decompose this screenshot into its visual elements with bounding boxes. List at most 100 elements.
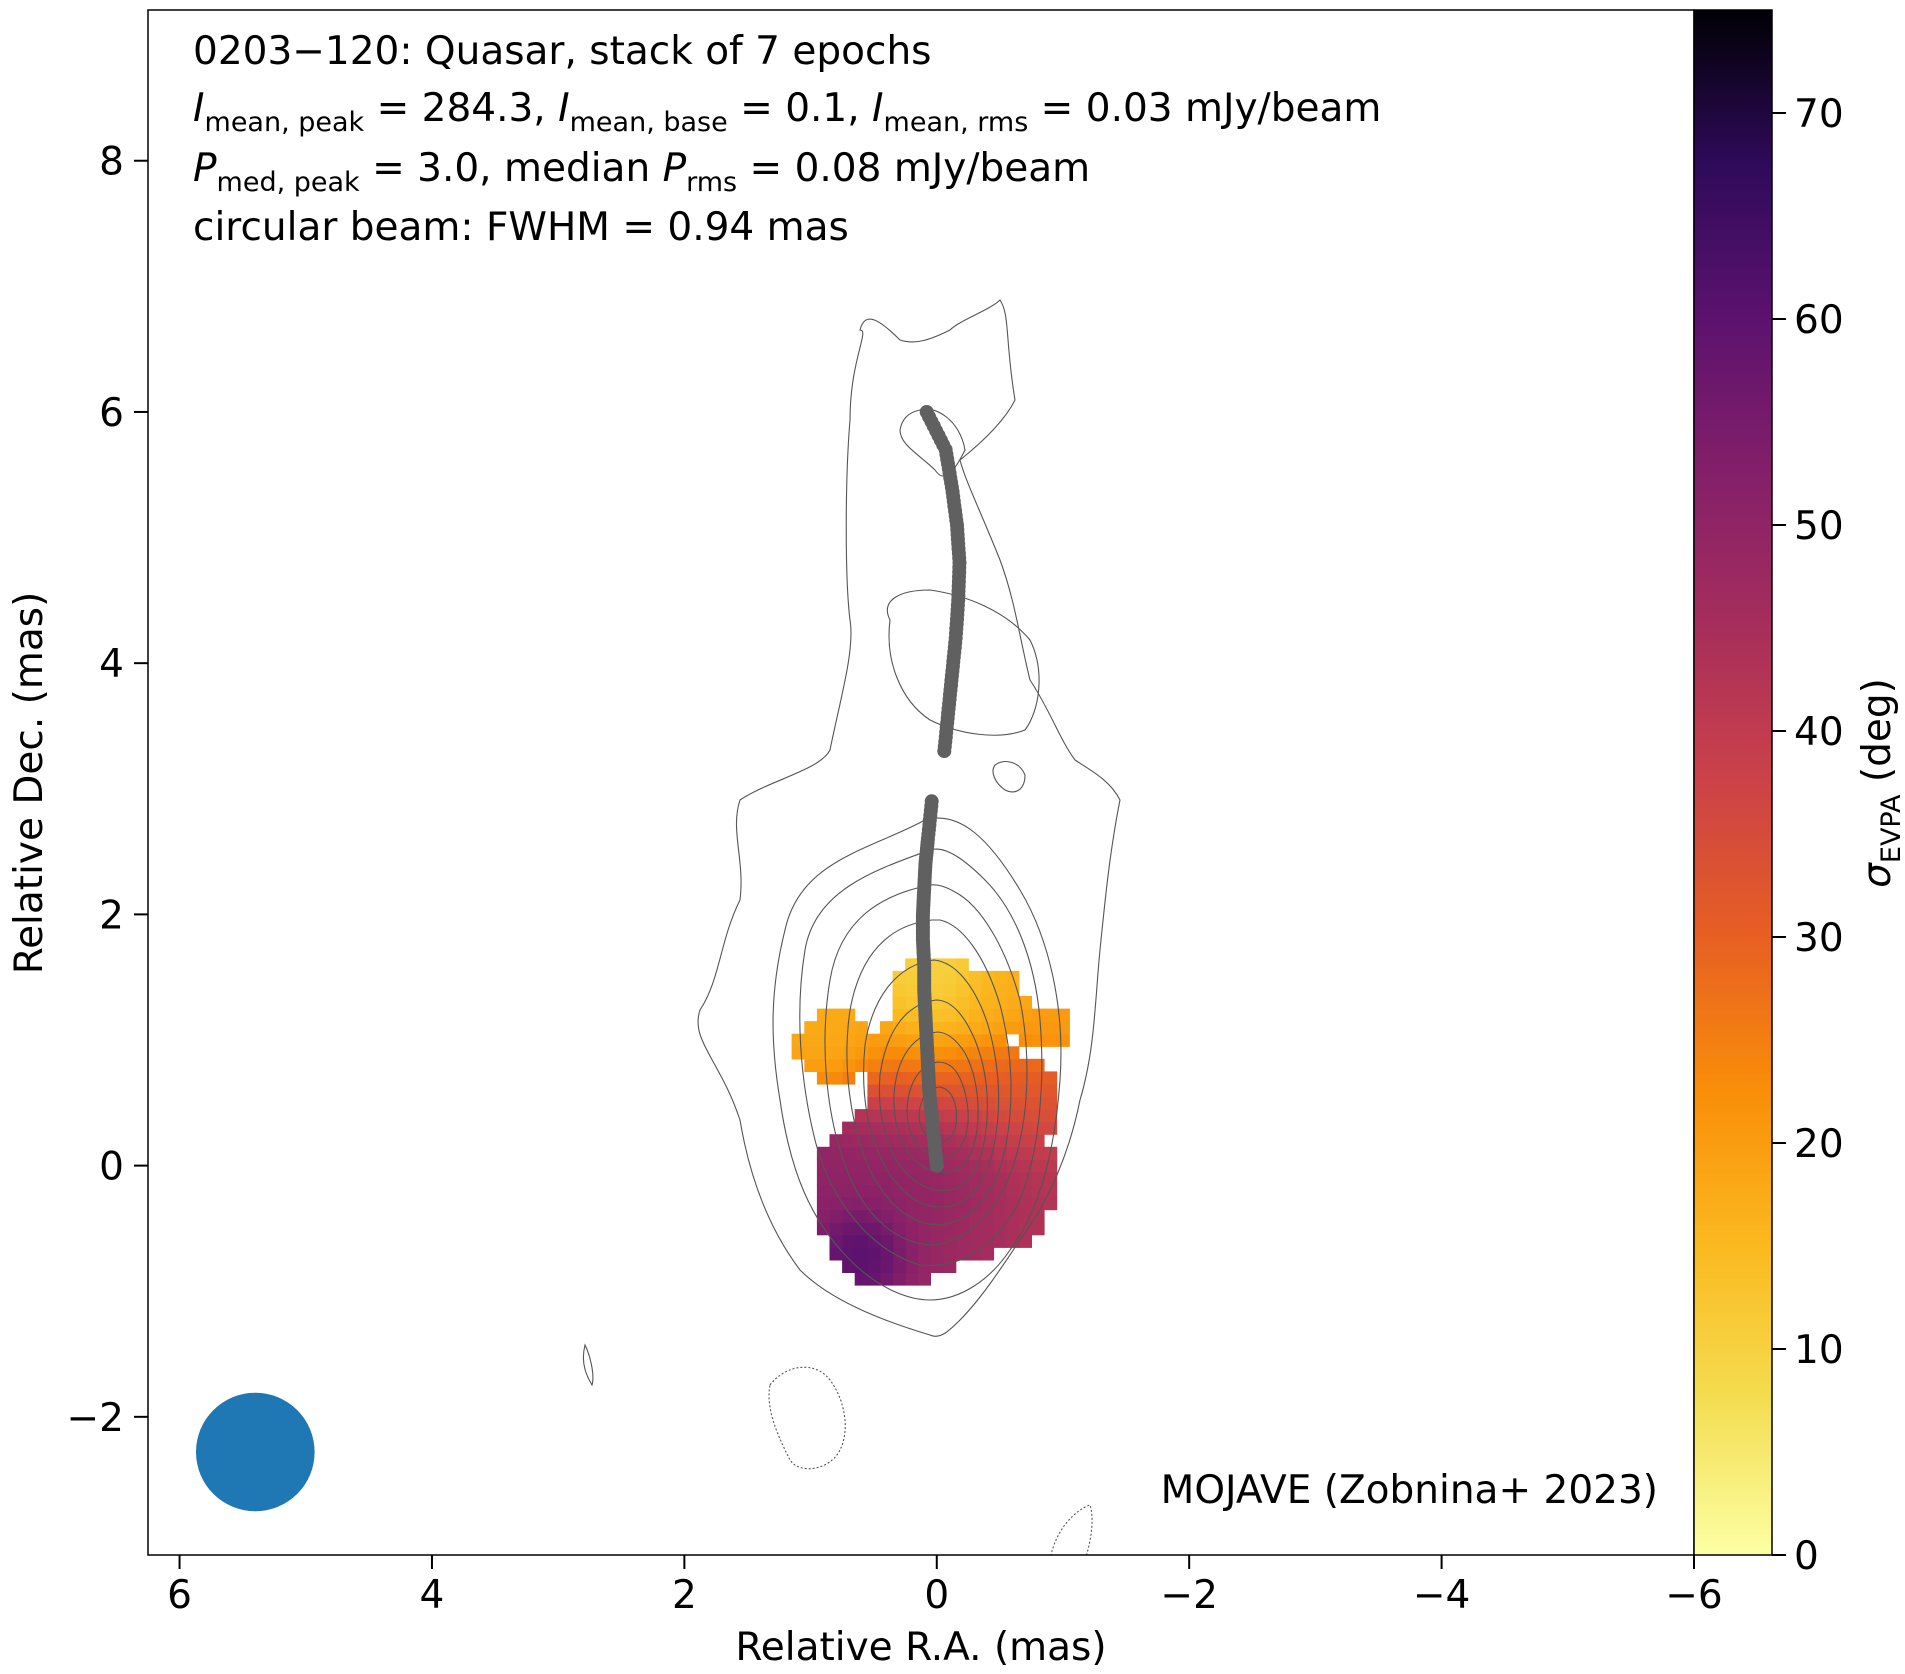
heatmap-cell xyxy=(955,1046,969,1060)
intensity-contour xyxy=(899,408,966,477)
heatmap-cell xyxy=(993,996,1007,1010)
heatmap-cell xyxy=(905,996,919,1010)
heatmap-cell xyxy=(1018,1084,1032,1098)
heatmap-cell xyxy=(854,1159,868,1173)
intensity-contour xyxy=(906,1061,969,1158)
heatmap-cell xyxy=(829,1209,843,1223)
heatmap-cell xyxy=(917,1222,931,1236)
heatmap-cell xyxy=(880,1259,894,1273)
intensity-contour xyxy=(893,1031,979,1173)
heatmap-cell xyxy=(1031,1033,1045,1047)
heatmap-cell xyxy=(829,1021,843,1035)
heatmap-cell xyxy=(980,983,995,997)
heatmap-cell xyxy=(980,1247,995,1261)
intensity-contour xyxy=(824,884,1028,1246)
heatmap-cell xyxy=(892,983,906,997)
heatmap-cell xyxy=(1018,1146,1032,1160)
heatmap-cell xyxy=(1018,1121,1032,1135)
heatmap-cell xyxy=(1006,1209,1020,1223)
heatmap-cell xyxy=(993,1021,1007,1035)
heatmap-cell xyxy=(854,1134,868,1148)
heatmap-cell xyxy=(968,1209,982,1223)
colorbar-tick-label: 0 xyxy=(1794,1534,1819,1579)
heatmap-cell xyxy=(854,1272,868,1286)
heatmap-cell xyxy=(854,1247,868,1261)
ridge-point xyxy=(919,405,934,419)
heatmap-cell xyxy=(892,1071,906,1085)
heatmap-cell xyxy=(1031,1134,1045,1148)
x-tick-label: −4 xyxy=(1413,1573,1471,1618)
heatmap-cell xyxy=(1018,1021,1032,1035)
heatmap-cell xyxy=(993,1008,1007,1022)
heatmap-cell xyxy=(968,1096,982,1110)
heatmap-cell xyxy=(880,1272,894,1286)
heatmap-cell xyxy=(829,1184,843,1198)
heatmap-cell xyxy=(842,1008,856,1022)
heatmap-cell xyxy=(892,1146,906,1160)
heatmap-cell xyxy=(842,1046,856,1060)
heatmap-cell xyxy=(880,1021,894,1035)
heatmap-cell xyxy=(867,1071,881,1085)
heatmap-cell xyxy=(892,996,906,1010)
heatmap-cell xyxy=(829,1046,843,1060)
heatmap-cell xyxy=(943,1159,957,1173)
credit-text: MOJAVE (Zobnina+ 2023) xyxy=(1161,1468,1658,1513)
heatmap-cell xyxy=(1031,1159,1045,1173)
x-tick-label: 6 xyxy=(167,1573,192,1618)
heatmap-cell xyxy=(867,1234,881,1248)
heatmap-cell xyxy=(892,1171,906,1186)
intensity-contour xyxy=(799,848,1043,1267)
heatmap-cell xyxy=(829,1159,843,1173)
heatmap-cell xyxy=(1031,1008,1045,1022)
heatmap-cell xyxy=(917,1272,931,1286)
heatmap-cell xyxy=(1006,1184,1020,1198)
heatmap-cell xyxy=(955,1197,969,1211)
heatmap-cell xyxy=(930,983,944,997)
heatmap-cell xyxy=(892,1209,906,1223)
heatmap-cell xyxy=(867,1197,881,1211)
heatmap-cell xyxy=(829,1222,843,1236)
heatmap-cell xyxy=(993,1184,1007,1198)
heatmap-cell xyxy=(905,1058,919,1072)
heatmap-cell xyxy=(1018,1134,1032,1148)
heatmap-cell xyxy=(930,1259,944,1273)
colorbar-tick-label: 10 xyxy=(1794,1328,1844,1373)
heatmap-cell xyxy=(867,1259,881,1273)
heatmap-cell xyxy=(993,1121,1007,1135)
heatmap-cell xyxy=(1006,1134,1020,1148)
heatmap-cell xyxy=(905,1146,919,1160)
heatmap-cell xyxy=(892,1096,906,1110)
heatmap-cell xyxy=(1031,1021,1045,1035)
beam-info-line: circular beam: FWHM = 0.94 mas xyxy=(193,205,849,250)
heatmap-cell xyxy=(905,1109,919,1123)
heatmap-cell xyxy=(1044,1096,1058,1110)
heatmap-cell xyxy=(867,1096,881,1110)
heatmap-cell xyxy=(842,1184,856,1198)
intensity-contour-negative xyxy=(1050,1504,1093,1555)
heatmap-cell xyxy=(993,1209,1007,1223)
heatmap-cell xyxy=(842,1058,856,1072)
heatmap-cell xyxy=(892,1021,906,1035)
heatmap-cell xyxy=(905,1247,919,1261)
y-axis: −2 0 2 4 6 8 xyxy=(67,140,148,1441)
heatmap-cell xyxy=(943,1021,957,1035)
heatmap-cell xyxy=(791,1033,805,1047)
heatmap-cell xyxy=(854,1021,868,1035)
heatmap-cell xyxy=(1044,1021,1058,1035)
evpa-heatmap xyxy=(791,958,1070,1286)
heatmap-cell xyxy=(829,1134,843,1148)
heatmap-cell xyxy=(854,1046,868,1060)
colorbar-frame xyxy=(1693,9,1773,1556)
heatmap-cell xyxy=(917,1146,931,1160)
heatmap-cell xyxy=(905,1008,919,1022)
heatmap-cell xyxy=(980,1234,995,1248)
colorbar-tick-label: 50 xyxy=(1794,504,1844,549)
x-tick-label: 0 xyxy=(924,1573,949,1618)
heatmap-cell xyxy=(1044,1197,1058,1211)
heatmap-cell xyxy=(993,1046,1007,1060)
heatmap-cell xyxy=(842,1159,856,1173)
heatmap-cell xyxy=(867,1222,881,1236)
heatmap-cell xyxy=(905,1134,919,1148)
heatmap-cell xyxy=(955,1033,969,1047)
heatmap-cell xyxy=(1018,996,1032,1010)
